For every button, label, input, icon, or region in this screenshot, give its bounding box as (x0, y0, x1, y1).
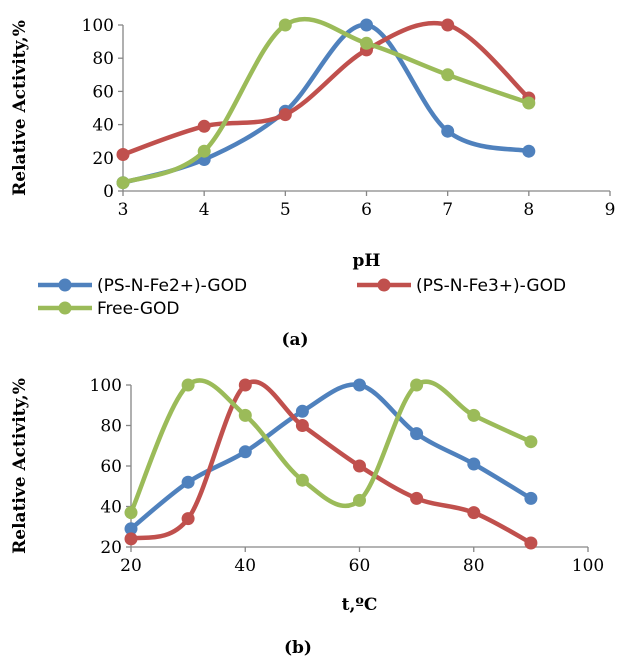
legend-item-free: Free-GOD (38, 299, 179, 319)
x-tick-label: 7 (442, 200, 453, 220)
y-tick-label: 40 (100, 498, 122, 518)
data-point (467, 506, 481, 520)
y-tick-label: 0 (103, 182, 114, 202)
series-line (128, 379, 534, 546)
data-point (238, 408, 252, 422)
x-tick-label: 100 (572, 556, 604, 576)
legend-label: (PS-N-Fe3+)-GOD (416, 276, 566, 296)
data-point (278, 18, 292, 32)
data-point (410, 427, 424, 441)
legend-label: Free-GOD (97, 299, 179, 319)
y-tick-label: 60 (92, 82, 114, 102)
series-line (120, 16, 532, 185)
series-line (120, 20, 532, 157)
data-point (124, 532, 138, 546)
data-point (124, 506, 138, 520)
data-point (353, 493, 366, 507)
y-tick-label: 40 (92, 116, 114, 136)
x-tick-label: 3 (118, 200, 129, 220)
data-point (353, 378, 366, 392)
data-point (197, 144, 211, 158)
data-point (441, 124, 455, 138)
data-point (360, 18, 373, 32)
data-point (238, 445, 252, 459)
legend-item-fe3: (PS-N-Fe3+)-GOD (357, 276, 566, 296)
y-tick-label: 100 (90, 376, 122, 396)
x-tick-label: 60 (349, 556, 371, 576)
y-tick-label: 20 (100, 538, 122, 558)
data-point (116, 148, 130, 161)
caption-b: (b) (284, 638, 312, 658)
data-point (467, 408, 481, 422)
data-point (278, 108, 292, 122)
data-point (522, 144, 536, 158)
y-axis-title: Relative Activity,% (10, 20, 30, 196)
data-point (467, 457, 481, 471)
series-2 (116, 18, 536, 161)
y-tick-label: 60 (100, 457, 122, 477)
x-tick-label: 20 (120, 556, 142, 576)
data-point (181, 475, 195, 489)
x-tick-label: 9 (605, 200, 616, 220)
y-tick-label: 100 (82, 16, 114, 36)
x-axis-title: pH (353, 251, 381, 271)
x-tick-label: 6 (361, 200, 372, 220)
series-1 (116, 18, 536, 190)
data-point (524, 435, 538, 449)
data-point (181, 512, 195, 526)
y-tick-label: 20 (92, 149, 114, 169)
y-tick-label: 80 (92, 49, 114, 69)
legend-label: (PS-N-Fe2+)-GOD (97, 276, 247, 296)
legend-swatch-marker (58, 278, 72, 292)
series-2 (124, 378, 538, 550)
chart-b: 20 40 60 80 100 20 40 60 80 100 t,ºC Relative Activ… (10, 376, 604, 615)
legend-item-fe2: (PS-N-Fe2+)-GOD (38, 276, 247, 296)
data-point (295, 473, 309, 487)
chart-a: 0 20 40 60 80 100 3 4 5 6 7 8 9 pH Relative Activity,% (10, 16, 615, 271)
x-axis-title: t,ºC (342, 595, 378, 615)
y-tick-label: 80 (100, 417, 122, 437)
data-point (197, 119, 211, 133)
legend: (PS-N-Fe2+)-GOD (PS-N-Fe3+)-GOD Free-GOD (38, 276, 566, 319)
data-point (410, 491, 424, 505)
data-point (181, 378, 195, 392)
series-1 (124, 378, 538, 536)
data-point (524, 536, 538, 550)
x-tick-label: 5 (280, 200, 291, 220)
data-point (295, 419, 309, 432)
legend-swatch-marker (377, 278, 391, 292)
data-point (410, 378, 424, 392)
data-point (360, 36, 373, 50)
x-tick-label: 40 (234, 556, 256, 576)
data-point (295, 404, 309, 418)
series-line (120, 22, 532, 185)
legend-swatch-marker (58, 301, 72, 315)
data-point (238, 378, 252, 392)
series-3 (124, 378, 538, 520)
x-tick-label: 8 (523, 200, 534, 220)
data-point (522, 96, 536, 110)
data-point (441, 18, 455, 32)
caption-a: (a) (281, 330, 308, 350)
data-point (124, 522, 138, 536)
y-axis-title: Relative Activity,% (10, 378, 30, 554)
x-tick-label: 80 (463, 556, 485, 576)
series-3 (116, 16, 536, 190)
data-point (524, 491, 538, 505)
data-point (353, 459, 366, 473)
x-tick-label: 4 (199, 200, 210, 220)
data-point (441, 68, 455, 82)
data-point (116, 176, 130, 190)
